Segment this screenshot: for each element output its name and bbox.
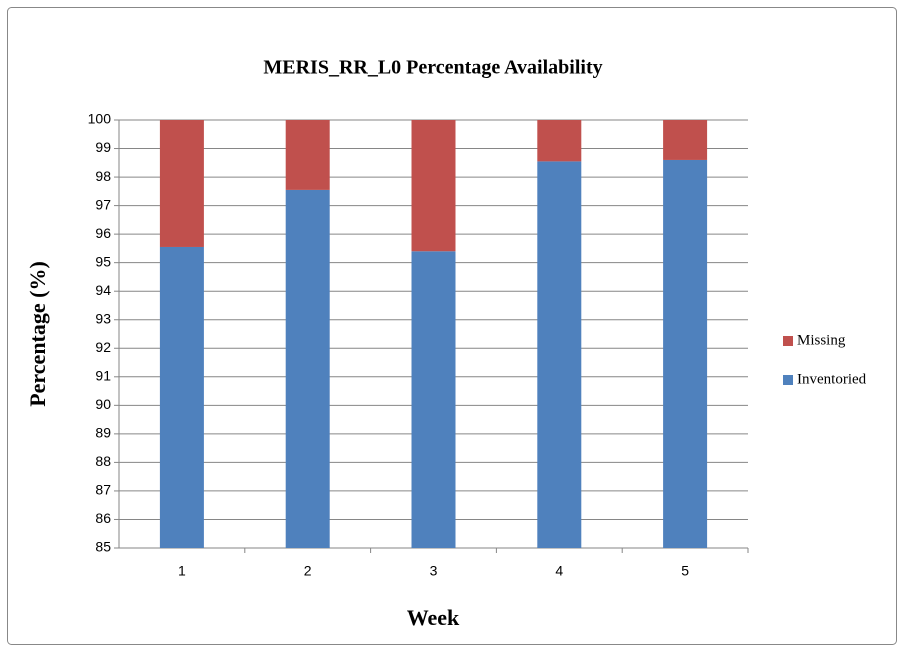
bar-segment [411,251,456,548]
bar-segment [537,161,582,548]
x-axis-title: Week [407,605,460,630]
y-tick-label: 95 [95,253,111,269]
chart-title: MERIS_RR_L0 Percentage Availability [263,57,602,79]
y-tick-label: 88 [95,453,111,469]
y-tick-label: 89 [95,425,111,441]
y-tick-label: 96 [95,225,111,241]
x-tick-label: 4 [555,563,563,579]
legend-swatch [783,336,793,346]
bar-segment [159,120,204,247]
bar-segment [285,120,330,190]
y-tick-label: 85 [95,539,111,555]
y-tick-label: 91 [95,368,111,384]
x-tick-label: 1 [178,563,186,579]
y-tick-label: 98 [95,168,111,184]
y-tick-label: 100 [88,111,112,127]
y-tick-label: 93 [95,310,111,326]
y-axis-title: Percentage (%) [25,261,50,407]
bar-segment [663,120,708,160]
bar-segment [663,159,708,549]
legend-label: Inventoried [797,371,867,387]
bar-segment [411,120,456,252]
legend-swatch [783,375,793,385]
x-tick-label: 3 [430,563,438,579]
y-tick-label: 90 [95,396,111,412]
bar-segment [285,189,330,548]
y-tick-label: 86 [95,510,111,526]
bar-segment [159,246,204,548]
x-tick-label: 2 [304,563,312,579]
y-tick-label: 94 [95,282,111,298]
y-tick-label: 97 [95,196,111,212]
y-tick-label: 92 [95,339,111,355]
bar-segment [537,120,582,162]
y-tick-label: 87 [95,482,111,498]
legend-label: Missing [797,332,846,348]
x-tick-label: 5 [681,563,689,579]
y-tick-label: 99 [95,139,111,155]
